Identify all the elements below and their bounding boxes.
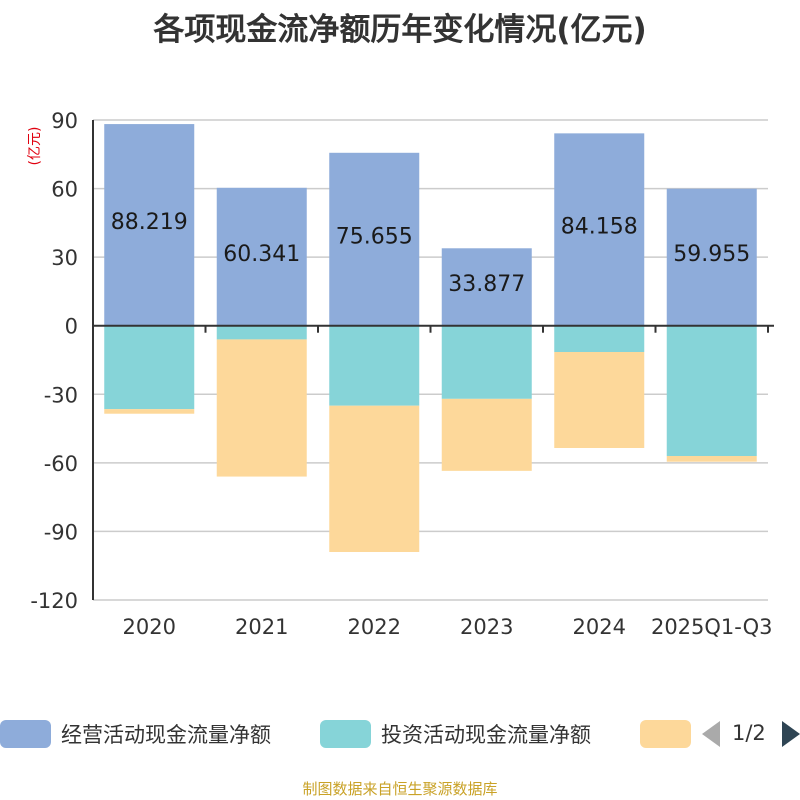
data-label: 75.655 (336, 224, 413, 249)
legend-item-operating[interactable]: 经营活动现金流量净额 (0, 718, 271, 750)
y-tick-label: -90 (44, 520, 78, 544)
data-label: 84.158 (561, 215, 638, 240)
legend-label-investing: 投资活动现金流量净额 (381, 723, 591, 747)
bar-financing (329, 405, 420, 552)
bar-financing (104, 409, 195, 414)
legend-swatch-investing (320, 720, 371, 748)
x-tick-label: 2022 (348, 615, 401, 639)
bar-financing (554, 352, 645, 448)
bar-operating (554, 133, 645, 326)
bar-financing (666, 456, 757, 462)
bar-investing (104, 325, 195, 410)
x-tick-label: 2024 (573, 615, 626, 639)
bar-operating (329, 152, 420, 326)
x-tick-label: 2021 (235, 615, 288, 639)
legend-item-financing[interactable] (640, 718, 701, 750)
data-label: 60.341 (223, 242, 300, 267)
chart-canvas: 90 60 30 0 -30 -60 -90 -120 88.219 2020 60.341 2021… (30, 109, 774, 639)
y-tick-label: -30 (44, 383, 78, 407)
data-label: 59.955 (673, 242, 750, 267)
x-tick-label: 2020 (123, 615, 176, 639)
bar-investing (216, 325, 307, 340)
bar-financing (441, 398, 532, 471)
legend-pager: 1/2 (700, 718, 800, 750)
x-tick-label: 2023 (460, 615, 513, 639)
legend-item-investing[interactable]: 投资活动现金流量净额 (320, 718, 591, 750)
legend-label-operating: 经营活动现金流量净额 (61, 723, 271, 747)
data-label: 33.877 (448, 272, 525, 297)
pager-prev-arrow-icon[interactable] (702, 721, 720, 747)
y-tick-label: -120 (30, 589, 78, 613)
bar-operating (441, 248, 532, 326)
y-tick-label: -60 (44, 452, 78, 476)
legend: 经营活动现金流量净额 投资活动现金流量净额 1/2 (0, 712, 800, 756)
y-tick-label: 60 (51, 178, 78, 202)
pager-next-arrow-icon[interactable] (782, 721, 800, 747)
x-tick-label: 2025Q1-Q3 (651, 615, 773, 639)
pager-text: 1/2 (732, 721, 766, 745)
source-footer: 制图数据来自恒生聚源数据库 (302, 780, 498, 798)
legend-swatch-operating (0, 720, 51, 748)
y-tick-label: 0 (65, 315, 78, 339)
y-tick-label: 90 (51, 109, 78, 133)
legend-swatch-financing (640, 720, 691, 748)
bar-financing (216, 339, 307, 477)
bar-investing (666, 325, 757, 456)
bar-investing (554, 325, 645, 352)
bar-investing (329, 325, 420, 406)
y-tick-label: 30 (51, 246, 78, 270)
bar-operating (104, 124, 195, 326)
data-label: 88.219 (111, 210, 188, 235)
bar-investing (441, 325, 532, 399)
chart-title: 各项现金流净额历年变化情况(亿元) (153, 12, 647, 48)
bar-operating (216, 187, 307, 326)
bar-operating (666, 188, 757, 326)
